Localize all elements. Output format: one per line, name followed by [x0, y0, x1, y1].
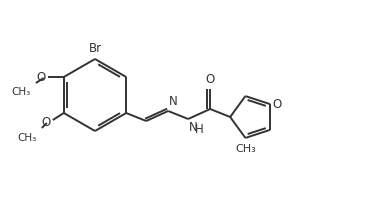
Text: CH₃: CH₃ [18, 133, 37, 143]
Text: H: H [195, 123, 204, 136]
Text: Br: Br [89, 42, 102, 55]
Text: N: N [169, 95, 178, 108]
Text: CH₃: CH₃ [11, 87, 31, 97]
Text: O: O [272, 98, 281, 110]
Text: O: O [206, 73, 215, 86]
Text: CH₃: CH₃ [235, 144, 256, 154]
Text: N: N [189, 121, 198, 134]
Text: O: O [37, 70, 46, 84]
Text: O: O [42, 115, 51, 129]
